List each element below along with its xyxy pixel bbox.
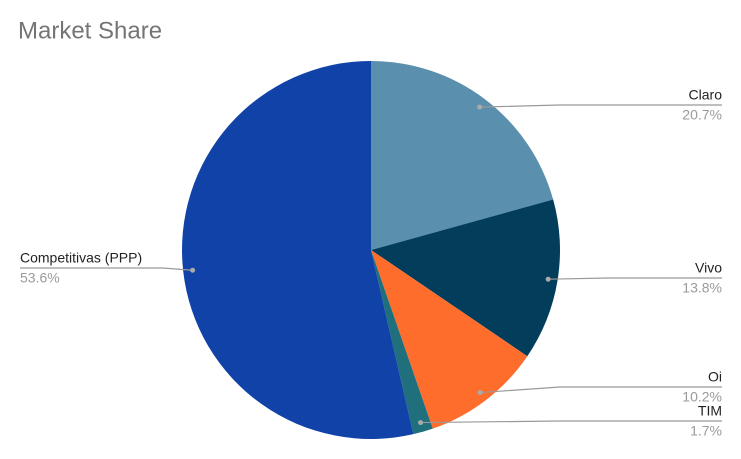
slice-value-label: 53.6% <box>20 270 60 286</box>
pie-slice <box>371 61 554 250</box>
leader-dot <box>418 420 424 426</box>
pie-slice <box>371 199 560 357</box>
leader-line <box>420 420 722 424</box>
slice-label: Claro <box>689 87 723 103</box>
chart-title: Market Share <box>18 17 162 44</box>
leader-dot <box>190 267 196 273</box>
leader-dot <box>477 104 483 110</box>
leader-dot <box>477 390 483 396</box>
slice-label: Vivo <box>695 260 722 276</box>
leader-dot <box>545 276 551 282</box>
leader-line <box>479 104 722 108</box>
slice-label: Competitivas (PPP) <box>20 250 142 266</box>
slice-value-label: 1.7% <box>690 423 722 439</box>
leader-line <box>480 386 722 394</box>
pie-slice <box>182 61 414 439</box>
slice-value-label: 10.2% <box>682 389 722 405</box>
leader-line <box>548 277 722 280</box>
pie-slice <box>371 250 528 429</box>
slice-label: Oi <box>708 369 722 385</box>
slice-value-label: 20.7% <box>682 107 722 123</box>
leader-line <box>20 267 193 271</box>
pie-slice <box>371 250 433 435</box>
slice-label: TIM <box>698 403 722 419</box>
slice-value-label: 13.8% <box>682 280 722 296</box>
